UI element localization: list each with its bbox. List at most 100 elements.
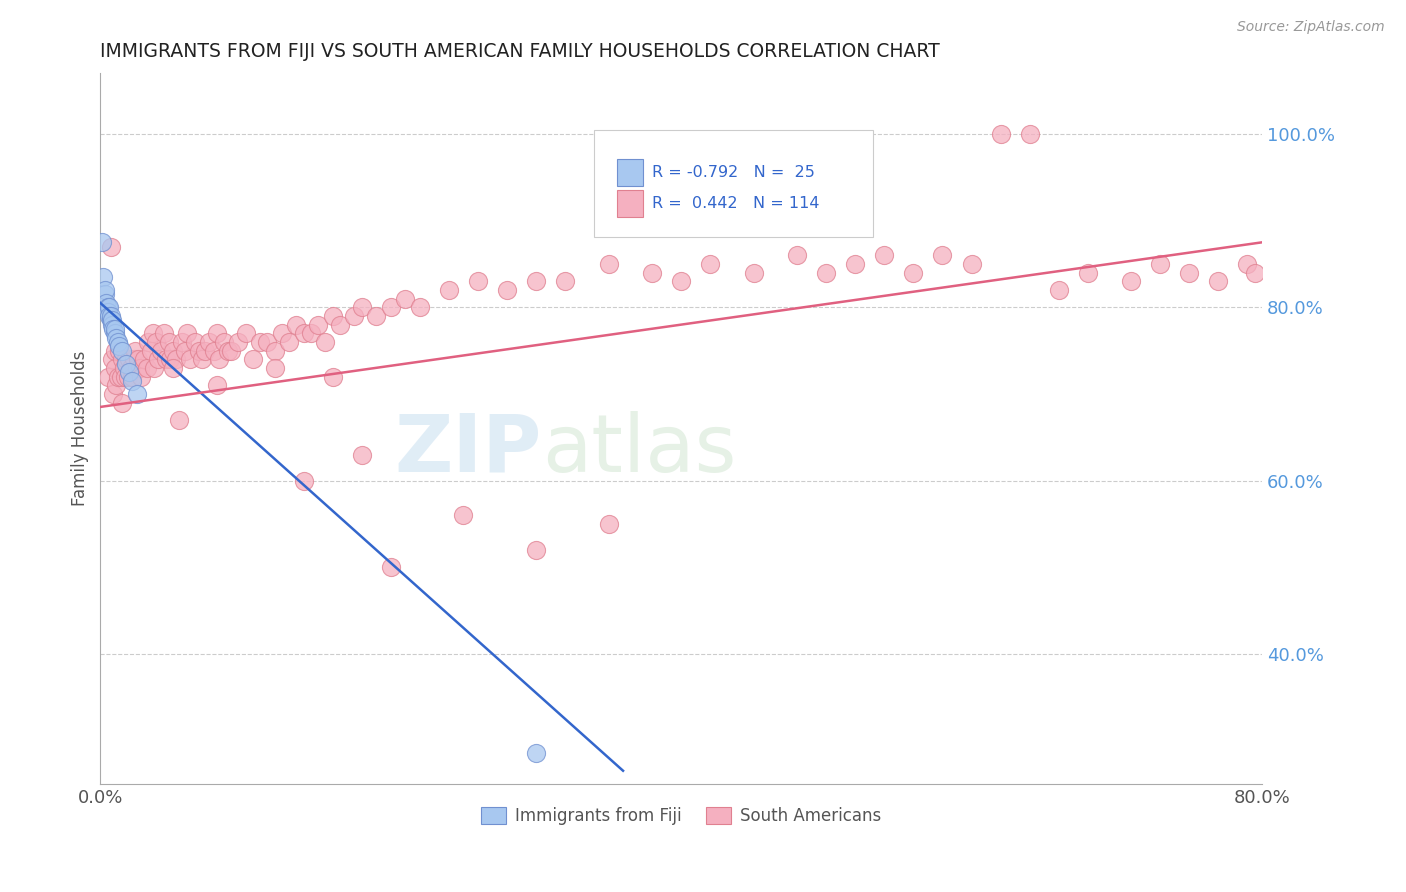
Point bbox=[132, 352, 155, 367]
Point bbox=[124, 343, 146, 358]
Point bbox=[641, 266, 664, 280]
Point bbox=[815, 266, 838, 280]
Point bbox=[93, 283, 115, 297]
Point bbox=[145, 334, 167, 349]
Point bbox=[165, 352, 187, 367]
Point bbox=[112, 360, 135, 375]
Point bbox=[183, 334, 205, 349]
Point bbox=[217, 343, 239, 358]
Point bbox=[157, 334, 180, 349]
Point bbox=[167, 413, 190, 427]
Point bbox=[453, 508, 475, 523]
Point bbox=[285, 318, 308, 332]
Point bbox=[1121, 274, 1143, 288]
Point bbox=[97, 301, 120, 315]
Text: ZIP: ZIP bbox=[395, 411, 541, 489]
Point bbox=[110, 369, 132, 384]
Point bbox=[170, 334, 193, 349]
Point bbox=[1208, 274, 1230, 288]
Point bbox=[256, 334, 278, 349]
Point bbox=[142, 326, 165, 341]
Point bbox=[114, 369, 136, 384]
Point bbox=[121, 369, 143, 384]
Point bbox=[129, 369, 152, 384]
Point bbox=[322, 309, 344, 323]
Point bbox=[524, 747, 547, 761]
Point bbox=[101, 352, 124, 367]
Point bbox=[103, 387, 125, 401]
Point bbox=[104, 360, 127, 375]
Point bbox=[598, 257, 620, 271]
Point bbox=[314, 334, 336, 349]
FancyBboxPatch shape bbox=[593, 130, 873, 236]
Point bbox=[742, 266, 765, 280]
Point bbox=[844, 257, 866, 271]
Point bbox=[93, 287, 115, 301]
Text: atlas: atlas bbox=[541, 411, 737, 489]
Point bbox=[111, 352, 134, 367]
Point bbox=[153, 326, 176, 341]
Point bbox=[101, 318, 124, 332]
Text: IMMIGRANTS FROM FIJI VS SOUTH AMERICAN FAMILY HOUSEHOLDS CORRELATION CHART: IMMIGRANTS FROM FIJI VS SOUTH AMERICAN F… bbox=[100, 42, 941, 61]
Point bbox=[173, 343, 195, 358]
Point bbox=[159, 352, 181, 367]
Point bbox=[194, 343, 217, 358]
Point bbox=[299, 326, 322, 341]
Point bbox=[350, 448, 373, 462]
Point bbox=[162, 343, 184, 358]
Point bbox=[202, 343, 225, 358]
Point bbox=[409, 301, 432, 315]
Point bbox=[108, 339, 131, 353]
Text: R =  0.442   N = 114: R = 0.442 N = 114 bbox=[652, 196, 820, 211]
Point bbox=[1149, 257, 1171, 271]
Point bbox=[115, 357, 138, 371]
Y-axis label: Family Households: Family Households bbox=[72, 351, 89, 507]
Point bbox=[98, 309, 121, 323]
Point bbox=[198, 334, 221, 349]
Point bbox=[350, 301, 373, 315]
Point bbox=[1178, 266, 1201, 280]
Point bbox=[437, 283, 460, 297]
Point bbox=[669, 274, 692, 288]
Point bbox=[212, 334, 235, 349]
Point bbox=[931, 248, 953, 262]
Point bbox=[91, 270, 114, 285]
Point bbox=[118, 365, 141, 379]
Point bbox=[263, 343, 285, 358]
Point bbox=[120, 360, 142, 375]
Point bbox=[103, 322, 125, 336]
Point bbox=[136, 334, 159, 349]
Point bbox=[292, 474, 315, 488]
Point bbox=[179, 352, 201, 367]
Point bbox=[699, 257, 721, 271]
Point bbox=[278, 334, 301, 349]
Point bbox=[104, 343, 127, 358]
Point bbox=[235, 326, 257, 341]
Point bbox=[155, 352, 177, 367]
Point bbox=[90, 235, 112, 250]
Point bbox=[104, 326, 127, 341]
Point bbox=[162, 360, 184, 375]
Bar bbox=[617, 190, 643, 218]
Point bbox=[205, 326, 228, 341]
Point bbox=[117, 369, 139, 384]
Point bbox=[128, 360, 150, 375]
Bar bbox=[617, 159, 643, 186]
Point bbox=[960, 257, 983, 271]
Point bbox=[188, 343, 211, 358]
Point bbox=[107, 334, 129, 349]
Point bbox=[101, 313, 124, 327]
Point bbox=[307, 318, 329, 332]
Point bbox=[125, 360, 148, 375]
Text: Source: ZipAtlas.com: Source: ZipAtlas.com bbox=[1237, 20, 1385, 34]
Point bbox=[1243, 266, 1265, 280]
Point bbox=[598, 516, 620, 531]
Point bbox=[176, 326, 198, 341]
Point bbox=[786, 248, 808, 262]
Point bbox=[366, 309, 388, 323]
Point bbox=[263, 360, 285, 375]
Point bbox=[105, 331, 128, 345]
Point bbox=[322, 369, 344, 384]
Point bbox=[524, 542, 547, 557]
Point bbox=[270, 326, 292, 341]
